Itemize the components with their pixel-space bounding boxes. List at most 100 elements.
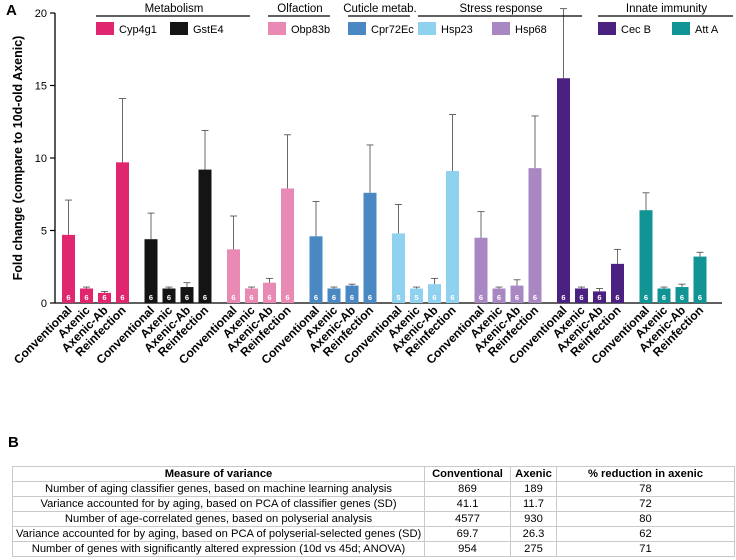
bar [593, 291, 606, 303]
header-measure: Measure of variance [12, 466, 425, 482]
legend-group-label: Olfaction [277, 3, 322, 15]
legend-group-label: Cuticle metab. [343, 3, 417, 15]
bar [198, 169, 212, 303]
bar [80, 288, 93, 303]
bar [363, 192, 377, 303]
sample-size-label: 6 [314, 293, 318, 302]
cell-measure: Number of aging classifier genes, based … [12, 481, 425, 497]
sample-size-label: 6 [149, 293, 153, 302]
bar [327, 288, 341, 303]
cell-axenic: 930 [510, 511, 557, 527]
sample-size-label: 6 [368, 293, 372, 302]
bar [227, 249, 240, 303]
bar [245, 288, 258, 303]
sample-size-label: 6 [597, 293, 601, 302]
sample-size-label: 6 [497, 293, 501, 302]
sample-size-label: 5 [414, 293, 418, 302]
sample-size-label: 6 [662, 293, 666, 302]
table-row: Variance accounted for by aging, based o… [12, 496, 735, 512]
sample-size-label: 6 [644, 293, 648, 302]
legend-swatch [492, 22, 510, 35]
legend-swatch [268, 22, 286, 35]
variance-table: Measure of variance Conventional Axenic … [12, 466, 735, 557]
sample-size-label: 6 [185, 293, 189, 302]
bar [162, 288, 176, 303]
y-tick-label: 10 [35, 153, 47, 165]
sample-size-label: 6 [450, 293, 454, 302]
bar [675, 287, 689, 303]
sample-size-label: 6 [615, 293, 619, 302]
legend-swatch [418, 22, 436, 35]
sample-size-label: 6 [698, 293, 702, 302]
sample-size-label: 6 [267, 293, 271, 302]
sample-size-label: 6 [515, 293, 519, 302]
cell-measure: Number of genes with significantly alter… [12, 541, 425, 557]
bar [62, 234, 75, 303]
cell-measure: Number of age-correlated genes, based on… [12, 511, 425, 527]
cell-reduction: 71 [556, 541, 735, 557]
panel-b-letter: B [8, 434, 19, 451]
sample-size-label: 6 [332, 293, 336, 302]
y-tick-label: 0 [41, 298, 47, 310]
sample-size-label: 6 [66, 293, 70, 302]
cell-axenic: 26.3 [510, 526, 557, 542]
legend-entry-label: Obp83b [291, 24, 330, 36]
sample-size-label: 5 [396, 293, 400, 302]
bar [657, 288, 671, 303]
bar [693, 256, 707, 303]
cell-conventional: 41.1 [424, 496, 511, 512]
y-axis-label: Fold change (compare to 10d-old Axenic) [11, 36, 25, 281]
legend-swatch [96, 22, 114, 35]
bar [575, 288, 588, 303]
y-tick-label: 5 [41, 226, 47, 238]
legend-swatch [598, 22, 616, 35]
cell-conventional: 4577 [424, 511, 511, 527]
sample-size-label: 6 [479, 293, 483, 302]
bar [392, 233, 405, 303]
bar [611, 263, 624, 303]
bar [263, 282, 276, 303]
bar [144, 239, 158, 303]
cell-conventional: 869 [424, 481, 511, 497]
cell-reduction: 80 [556, 511, 735, 527]
sample-size-label: 6 [579, 293, 583, 302]
sample-size-label: 6 [561, 293, 565, 302]
table-row: Number of genes with significantly alter… [12, 541, 735, 557]
y-tick-label: 15 [35, 81, 47, 93]
sample-size-label: 6 [285, 293, 289, 302]
cell-reduction: 62 [556, 526, 735, 542]
sample-size-label: 6 [231, 293, 235, 302]
sample-size-label: 6 [84, 293, 88, 302]
bar [309, 236, 323, 303]
legend-entry-label: Cyp4g1 [119, 24, 157, 36]
cell-axenic: 189 [510, 481, 557, 497]
legend-swatch [170, 22, 188, 35]
header-conventional: Conventional [424, 466, 511, 482]
legend-entry-label: Hsp23 [441, 24, 473, 36]
header-reduction: % reduction in axenic [556, 466, 735, 482]
legend-swatch [348, 22, 366, 35]
cell-axenic: 275 [510, 541, 557, 557]
legend-group-label: Stress response [459, 3, 542, 15]
bar [410, 288, 423, 303]
table-row: Number of aging classifier genes, based … [12, 481, 735, 497]
cell-reduction: 72 [556, 496, 735, 512]
cell-axenic: 11.7 [510, 496, 557, 512]
sample-size-label: 6 [432, 293, 436, 302]
legend-entry-label: Cec B [621, 24, 651, 36]
bar [446, 171, 459, 303]
cell-measure: Variance accounted for by aging, based o… [12, 526, 425, 542]
sample-size-label: 6 [120, 293, 124, 302]
bar-chart: 0 5 10 15 20 Fold change (compare to 10d-old … [11, 3, 733, 367]
bar [492, 288, 506, 303]
legend-group-label: Innate immunity [626, 3, 707, 15]
sample-size-label: 6 [680, 293, 684, 302]
legend-entry-label: Hsp68 [515, 24, 547, 36]
bar [557, 78, 570, 303]
table-row: Variance accounted for by aging, based o… [12, 526, 735, 542]
cell-conventional: 69.7 [424, 526, 511, 542]
bar [116, 162, 129, 303]
legend-group-label: Metabolism [145, 3, 204, 15]
bar [180, 287, 194, 303]
legend-entry-label: Att A [695, 24, 719, 36]
